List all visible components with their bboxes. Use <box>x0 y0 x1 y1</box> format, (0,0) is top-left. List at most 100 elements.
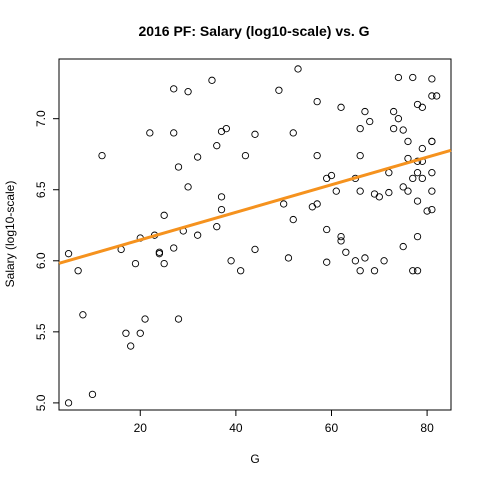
data-point <box>399 183 407 191</box>
data-point <box>170 244 178 252</box>
data-point <box>332 187 340 195</box>
data-point <box>170 129 178 137</box>
data-point <box>289 129 297 137</box>
x-tick-label: 20 <box>134 421 148 435</box>
data-point <box>174 315 183 323</box>
data-point <box>122 329 130 337</box>
data-point <box>217 127 226 136</box>
data-point <box>337 103 345 111</box>
data-point <box>289 215 297 224</box>
data-point <box>337 237 345 245</box>
data-point <box>127 342 135 350</box>
data-point <box>413 232 422 241</box>
data-point <box>418 174 426 183</box>
data-point <box>351 257 360 265</box>
data-point <box>79 311 87 319</box>
data-point <box>385 169 393 177</box>
data-point <box>280 200 288 208</box>
data-point <box>337 232 345 241</box>
y-tick-label: 7.0 <box>34 110 48 127</box>
data-point <box>64 399 73 407</box>
x-axis: 20 40 60 80 <box>134 410 434 435</box>
data-point <box>241 151 250 160</box>
data-point <box>141 315 149 323</box>
data-point <box>409 174 417 183</box>
x-axis-label: G <box>250 452 259 466</box>
data-point <box>160 211 168 219</box>
data-point <box>356 151 364 160</box>
data-point <box>389 107 398 116</box>
data-point <box>237 267 245 275</box>
data-point <box>294 65 302 73</box>
data-point <box>323 258 331 266</box>
data-point <box>404 137 412 146</box>
data-point <box>356 267 364 275</box>
data-point <box>155 250 164 258</box>
data-point <box>64 250 73 258</box>
data-point <box>323 174 331 183</box>
data-point <box>428 205 436 214</box>
data-point <box>370 190 379 198</box>
data-point <box>418 144 426 153</box>
data-point <box>428 75 436 83</box>
data-point <box>413 267 422 275</box>
x-tick-label: 40 <box>229 421 243 435</box>
data-point <box>342 248 350 256</box>
y-tick-label: 5.5 <box>34 323 48 340</box>
data-point <box>366 117 374 126</box>
data-point <box>428 187 436 195</box>
data-point <box>213 223 221 231</box>
data-point <box>394 115 403 123</box>
y-tick-label: 5.0 <box>34 394 48 411</box>
data-point <box>193 231 202 239</box>
data-point <box>131 259 140 268</box>
data-point <box>423 207 431 215</box>
y-axis-label: Salary (log10-scale) <box>3 181 17 288</box>
data-point <box>418 103 426 111</box>
data-point <box>213 142 221 150</box>
y-axis: 5.0 5.5 6.0 6.5 7.0 <box>34 110 59 411</box>
data-point <box>227 257 235 265</box>
plot-frame <box>58 58 452 411</box>
data-point <box>217 193 226 201</box>
data-point <box>413 197 422 205</box>
data-point <box>160 259 168 268</box>
data-point <box>385 188 393 197</box>
data-point <box>399 126 407 134</box>
data-point <box>409 267 417 275</box>
data-point <box>136 329 144 337</box>
data-point <box>404 187 412 195</box>
y-tick-label: 6.0 <box>34 252 48 269</box>
data-point <box>428 92 436 100</box>
data-point <box>313 200 321 208</box>
data-point <box>275 86 283 94</box>
data-point <box>370 267 379 275</box>
data-point <box>313 97 321 106</box>
data-point <box>413 169 422 177</box>
data-point <box>74 267 82 275</box>
chart-title: 2016 PF: Salary (log10-scale) vs. G <box>138 23 369 39</box>
data-point <box>356 187 364 195</box>
data-point <box>399 242 407 251</box>
data-point <box>323 225 331 234</box>
regression-line <box>58 148 452 265</box>
data-point <box>184 183 192 191</box>
data-point <box>308 203 317 211</box>
data-point <box>146 129 154 137</box>
data-point <box>413 100 422 109</box>
data-point <box>251 130 259 138</box>
data-point <box>170 85 178 93</box>
data-point <box>380 257 388 265</box>
data-point <box>433 92 441 100</box>
data-point <box>222 124 230 133</box>
x-tick-label: 80 <box>420 421 434 435</box>
data-point <box>409 73 417 82</box>
data-point <box>155 248 164 256</box>
data-point <box>98 151 106 160</box>
data-point <box>251 245 259 254</box>
data-point <box>428 137 436 146</box>
data-point <box>361 107 369 116</box>
data-point <box>184 88 192 96</box>
data-point <box>193 153 202 161</box>
